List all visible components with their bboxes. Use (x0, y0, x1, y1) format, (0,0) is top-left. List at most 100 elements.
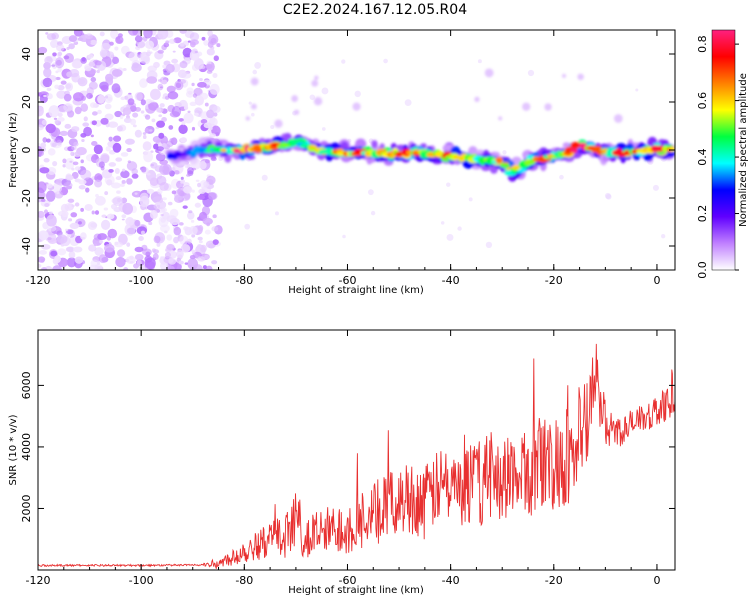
ridge-cell (314, 75, 319, 80)
noise-cell (155, 201, 161, 206)
spectrogram-x-ticks: -120 -100 -80 -60 -40 -20 0 (26, 30, 660, 287)
noise-cell (114, 46, 119, 51)
noise-cell (94, 210, 100, 215)
noise-cell (168, 125, 174, 130)
ridge-cell (245, 116, 251, 121)
noise-cell (91, 140, 98, 147)
noise-cell (139, 78, 148, 88)
noise-cell (180, 176, 184, 180)
noise-cell (173, 236, 179, 244)
noise-cell (57, 248, 67, 256)
noise-cell (55, 70, 59, 74)
noise-cell (179, 42, 185, 47)
y-tick-label: 4000 (20, 433, 33, 461)
noise-cell (204, 229, 211, 235)
noise-cell (43, 94, 47, 98)
noise-cell (85, 187, 90, 193)
y-tick-label: 20 (20, 95, 33, 109)
noise-cell (108, 41, 114, 46)
noise-cell (39, 192, 46, 199)
noise-cell (149, 177, 159, 187)
noise-cell (148, 221, 153, 226)
noise-cell (116, 125, 123, 132)
noise-cell (190, 41, 196, 48)
noise-cell (191, 126, 196, 131)
x-tick-label: -60 (338, 574, 356, 587)
noise-cell (182, 47, 193, 58)
noise-cell (104, 93, 113, 104)
noise-cell (145, 40, 155, 50)
noise-cell (70, 212, 78, 218)
noise-cell (180, 72, 192, 79)
noise-cell (52, 52, 57, 57)
noise-cell (38, 46, 48, 54)
noise-cell (51, 142, 57, 148)
x-tick-label: -40 (442, 574, 460, 587)
noise-cell (104, 103, 112, 110)
noise-cell (166, 234, 173, 241)
ridge-cell (562, 73, 567, 78)
ridge-cell (562, 142, 571, 149)
noise-cell (46, 214, 57, 227)
noise-cell (129, 105, 137, 112)
ridge-cell (577, 73, 584, 81)
noise-cell (138, 235, 144, 241)
noise-cell (80, 159, 84, 164)
noise-cell (212, 239, 219, 246)
noise-cell (140, 230, 145, 235)
noise-cell (131, 63, 142, 73)
ridge-cell (311, 79, 319, 87)
ridge-cell (293, 109, 300, 115)
noise-cell (94, 195, 106, 206)
noise-cell (115, 35, 124, 45)
noise-cell (78, 185, 86, 190)
noise-cell (72, 161, 79, 166)
ridge-cell (313, 97, 323, 106)
x-tick-label: -20 (545, 574, 563, 587)
noise-cell (96, 175, 103, 181)
noise-cell (158, 132, 165, 139)
noise-cell (104, 113, 114, 121)
noise-cell (168, 258, 177, 265)
noise-cell (179, 30, 187, 34)
noise-cell (309, 94, 316, 100)
noise-cell (121, 168, 126, 172)
noise-cell (188, 210, 193, 214)
noise-cell (178, 222, 184, 226)
noise-cell (135, 41, 139, 45)
noise-cell (71, 167, 75, 171)
noise-cell (82, 122, 90, 127)
colorbar-tick-label: 0.0 (696, 261, 709, 279)
ridge-cell (544, 103, 552, 111)
noise-cell (94, 179, 103, 188)
noise-cell (68, 35, 78, 43)
noise-cell (168, 38, 176, 44)
noise-cell (80, 57, 87, 64)
ridge-cell (601, 155, 611, 162)
noise-cell (47, 237, 52, 241)
noise-cell (186, 173, 191, 177)
noise-cell (121, 180, 126, 184)
noise-cell (166, 265, 175, 270)
y-tick-label: 6000 (20, 371, 33, 399)
noise-cell (71, 126, 80, 132)
noise-cell (88, 81, 98, 90)
noise-cell (83, 126, 93, 137)
spectrogram-y-ticks: -40 -20 0 20 40 (20, 47, 675, 255)
ridge-cell (371, 140, 378, 149)
noise-cell (159, 164, 170, 176)
noise-cell (96, 69, 100, 74)
noise-cell (157, 30, 169, 40)
snr-y-label: SNR (10 * v/v) (8, 414, 19, 485)
noise-cell (132, 124, 137, 128)
noise-cell (134, 192, 138, 195)
noise-cell (83, 116, 88, 122)
noise-cell (71, 171, 79, 179)
noise-cell (38, 256, 46, 263)
ridge-cell (570, 141, 582, 149)
ridge-cell (495, 156, 503, 164)
ridge-cell (474, 96, 480, 103)
noise-cell (73, 30, 83, 37)
noise-cell (132, 112, 139, 118)
